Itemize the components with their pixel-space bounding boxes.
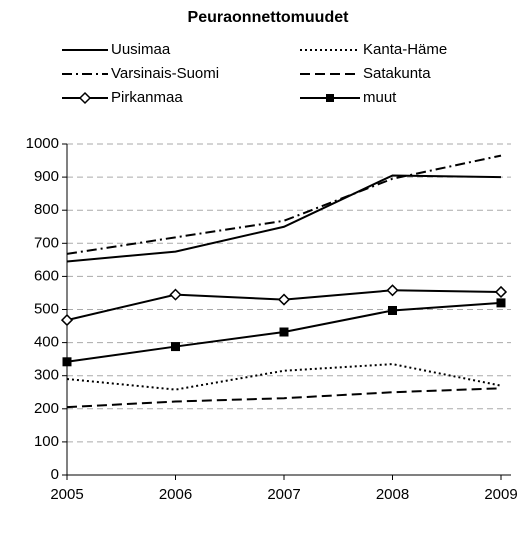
y-tick-label: 800 [34, 201, 59, 218]
legend-label: Pirkanmaa [111, 89, 183, 106]
legend-label: Varsinais-Suomi [111, 65, 219, 82]
legend-marker [326, 94, 334, 102]
series-line [66, 387, 502, 409]
x-tick-label: 2008 [376, 486, 409, 503]
legend-label: Satakunta [363, 65, 431, 82]
chart-title: Peuraonnettomuudet [188, 9, 350, 26]
point [169, 288, 182, 301]
point [62, 357, 72, 367]
y-tick-label: 600 [34, 267, 59, 284]
legend-label: muut [363, 89, 397, 106]
y-tick-label: 400 [34, 334, 59, 351]
x-tick-label: 2005 [50, 486, 83, 503]
point [496, 298, 506, 308]
y-tick-label: 0 [51, 466, 59, 483]
x-tick-label: 2007 [267, 486, 300, 503]
legend-label: Uusimaa [111, 41, 171, 58]
y-tick-label: 1000 [26, 135, 59, 152]
point [388, 305, 397, 315]
point [494, 285, 508, 299]
y-tick-label: 700 [34, 234, 59, 251]
legend-label: Kanta-Häme [363, 41, 447, 58]
y-tick-label: 300 [34, 367, 59, 384]
x-tick-label: 2006 [159, 486, 192, 503]
y-tick-label: 200 [34, 400, 59, 417]
series-line [66, 154, 502, 255]
point [171, 342, 180, 352]
point [277, 293, 291, 306]
legend-marker [78, 91, 92, 105]
y-tick-label: 500 [34, 300, 59, 317]
y-tick-label: 100 [34, 433, 59, 450]
y-tick-label: 900 [34, 168, 59, 185]
series-line [66, 174, 502, 263]
point [279, 327, 289, 337]
point [386, 284, 399, 297]
point [60, 314, 74, 327]
x-tick-label: 2009 [484, 486, 517, 503]
series-line [66, 363, 502, 391]
